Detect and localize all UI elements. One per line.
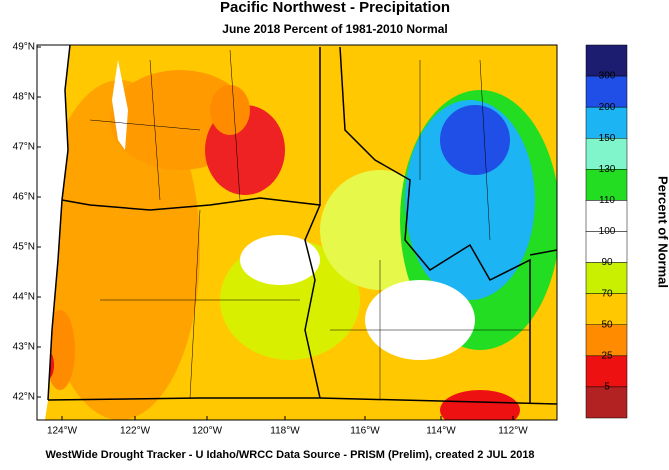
lon-label: 118°W: [270, 426, 300, 437]
colorbar-swatch: [585, 324, 628, 357]
colorbar-swatch: [585, 386, 628, 419]
lon-label: 120°W: [192, 426, 223, 437]
lat-label: 45°N: [13, 242, 35, 253]
colorbar-swatch: [585, 169, 628, 201]
colorbar-label: 5: [604, 382, 610, 393]
lon-label: 124°W: [47, 426, 78, 437]
colorbar-swatch: [585, 355, 628, 388]
lat-label: 42°N: [13, 392, 35, 403]
lat-label: 49°N: [13, 42, 35, 53]
colorbar-swatch: [585, 138, 628, 170]
colorbar-swatch: [585, 293, 628, 325]
title: Pacific Northwest - Precipitation: [220, 0, 450, 16]
colorbar-label: 130: [599, 164, 616, 175]
lat-label: 48°N: [13, 92, 35, 103]
colorbar-swatch: [585, 262, 628, 294]
colorbar-label: 90: [601, 257, 613, 268]
colorbar-swatch: [585, 200, 628, 232]
lon-labels: 124°W 122°W 120°W 118°W 116°W 114°W 112°W: [47, 416, 528, 437]
colorbar-label: 200: [599, 102, 616, 113]
colorbar-label: 300: [599, 71, 616, 82]
lat-label: 44°N: [13, 292, 35, 303]
colorbar-label: 70: [601, 288, 613, 299]
colorbar-swatch: [585, 75, 628, 108]
colorbar-title: Percent of Normal: [656, 176, 669, 288]
map: [37, 45, 557, 420]
lat-label: 47°N: [13, 142, 35, 153]
lon-label: 112°W: [498, 426, 528, 437]
colorbar-label: 50: [601, 319, 613, 330]
map-frame: [36, 44, 558, 421]
lon-label: 122°W: [120, 426, 151, 437]
colorbar-label: 110: [599, 195, 615, 206]
footer: WestWide Drought Tracker - U Idaho/WRCC …: [45, 449, 534, 461]
colorbar-swatch: [585, 106, 628, 139]
lon-label: 114°W: [426, 426, 456, 437]
subtitle: June 2018 Percent of 1981-2010 Normal: [222, 22, 447, 36]
lat-labels: 49°N 48°N 47°N 46°N 45°N 44°N 43°N 42°N: [13, 42, 41, 403]
colorbar-label: 150: [599, 133, 616, 144]
colorbar-swatch: [585, 44, 628, 77]
lat-label: 46°N: [13, 192, 35, 203]
colorbar-label: 100: [599, 226, 616, 237]
colorbar-label: 25: [601, 350, 613, 361]
lat-label: 43°N: [13, 342, 35, 353]
colorbar: 300 200 150 130 110 100 90 70 50 25 5: [585, 44, 628, 419]
colorbar-swatch: [585, 231, 628, 263]
lon-label: 116°W: [350, 426, 380, 437]
